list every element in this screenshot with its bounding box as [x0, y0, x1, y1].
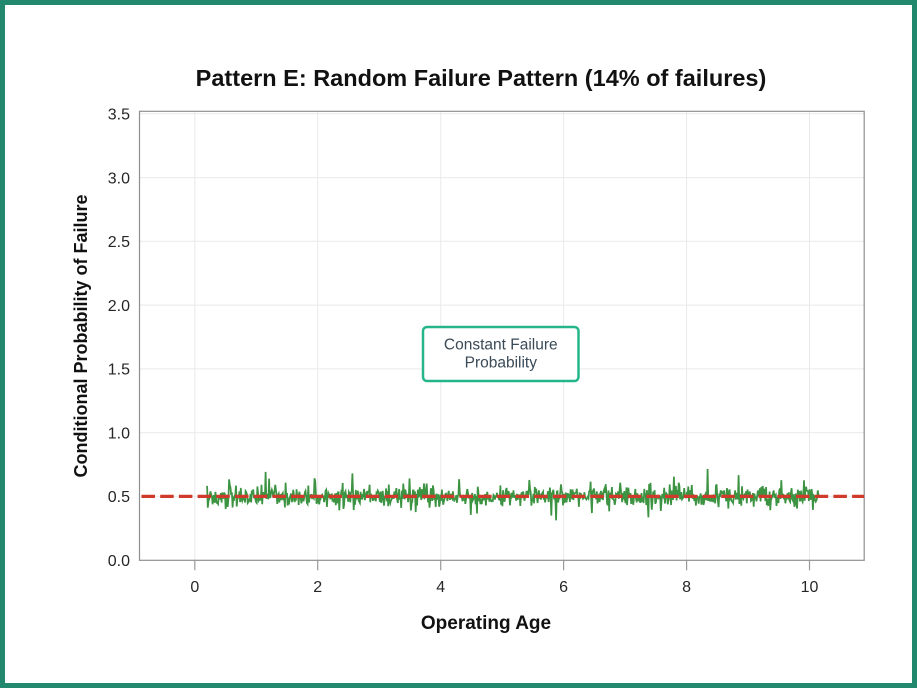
svg-text:8: 8 [682, 579, 691, 596]
svg-text:2: 2 [313, 579, 322, 596]
svg-text:0.0: 0.0 [108, 553, 130, 570]
svg-text:Probability: Probability [465, 354, 538, 371]
svg-text:2.5: 2.5 [108, 234, 130, 251]
svg-text:Conditional Probability of Fai: Conditional Probability of Failure [71, 194, 91, 477]
svg-text:Pattern E: Random Failure Patt: Pattern E: Random Failure Pattern (14% o… [196, 65, 767, 91]
svg-text:3.5: 3.5 [108, 107, 130, 124]
svg-text:0: 0 [190, 579, 199, 596]
svg-text:10: 10 [801, 579, 819, 596]
svg-text:2.0: 2.0 [108, 298, 130, 315]
svg-text:Operating Age: Operating Age [421, 613, 551, 634]
svg-text:1.5: 1.5 [108, 362, 130, 379]
svg-text:1.0: 1.0 [108, 425, 130, 442]
svg-text:Constant Failure: Constant Failure [444, 336, 558, 353]
svg-text:0.5: 0.5 [108, 489, 130, 506]
svg-text:6: 6 [559, 579, 568, 596]
svg-text:4: 4 [436, 579, 445, 596]
svg-text:3.0: 3.0 [108, 170, 130, 187]
